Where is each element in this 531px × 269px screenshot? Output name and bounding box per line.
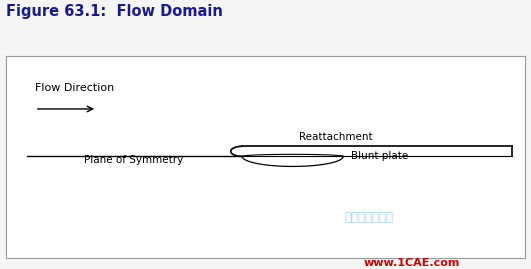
Text: Flow Direction: Flow Direction [35,83,114,93]
Text: Reattachment: Reattachment [298,132,372,142]
Text: www.1CAE.com: www.1CAE.com [364,258,460,268]
Text: 微信：仿真在线: 微信：仿真在线 [345,211,393,224]
Text: Blunt plate: Blunt plate [351,151,408,161]
Text: Figure 63.1:  Flow Domain: Figure 63.1: Flow Domain [6,4,223,19]
Text: Plane of Symmetry: Plane of Symmetry [84,155,183,165]
